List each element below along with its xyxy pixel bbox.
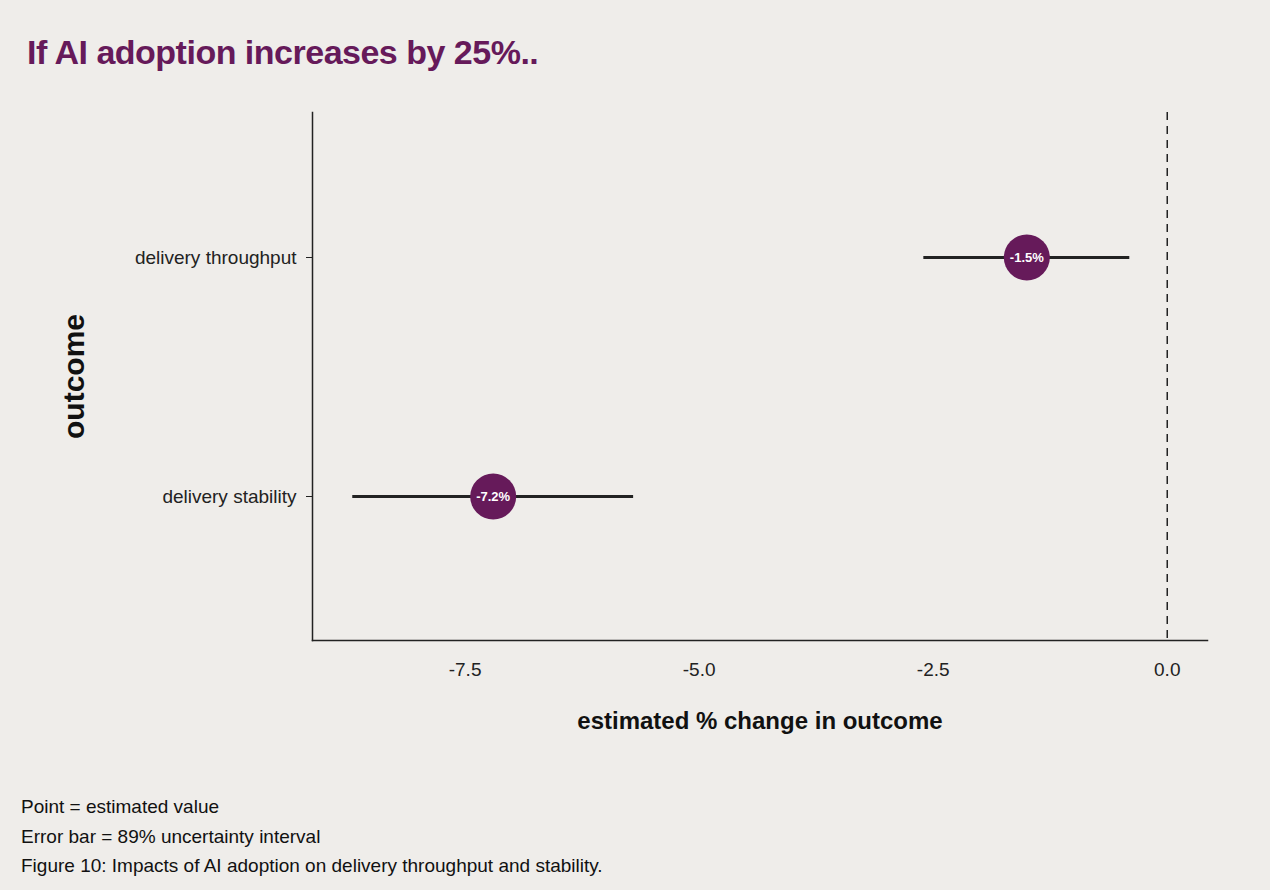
svg-text:delivery stability: delivery stability xyxy=(162,486,297,507)
svg-text:-7.5: -7.5 xyxy=(449,659,482,680)
svg-text:estimated % change in outcome: estimated % change in outcome xyxy=(577,707,942,734)
svg-text:-1.5%: -1.5% xyxy=(1010,250,1044,265)
svg-text:delivery throughput: delivery throughput xyxy=(135,247,297,268)
svg-text:-7.2%: -7.2% xyxy=(476,489,510,504)
svg-text:-5.0: -5.0 xyxy=(683,659,716,680)
html-text:Error bar = 89% uncertainty in: Error bar = 89% uncertainty interval xyxy=(21,825,321,847)
svg-text:0.0: 0.0 xyxy=(1154,659,1180,680)
html-text:Point = estimated value: Point = estimated value xyxy=(21,796,219,817)
html-text:If AI adoption increases by 25: If AI adoption increases by 25%.. xyxy=(27,33,539,71)
html-text:Figure 10: Impacts of AI adopt: Figure 10: Impacts of AI adoption on del… xyxy=(21,855,603,876)
svg-text:outcome: outcome xyxy=(57,314,90,439)
svg-text:-2.5: -2.5 xyxy=(917,659,950,680)
